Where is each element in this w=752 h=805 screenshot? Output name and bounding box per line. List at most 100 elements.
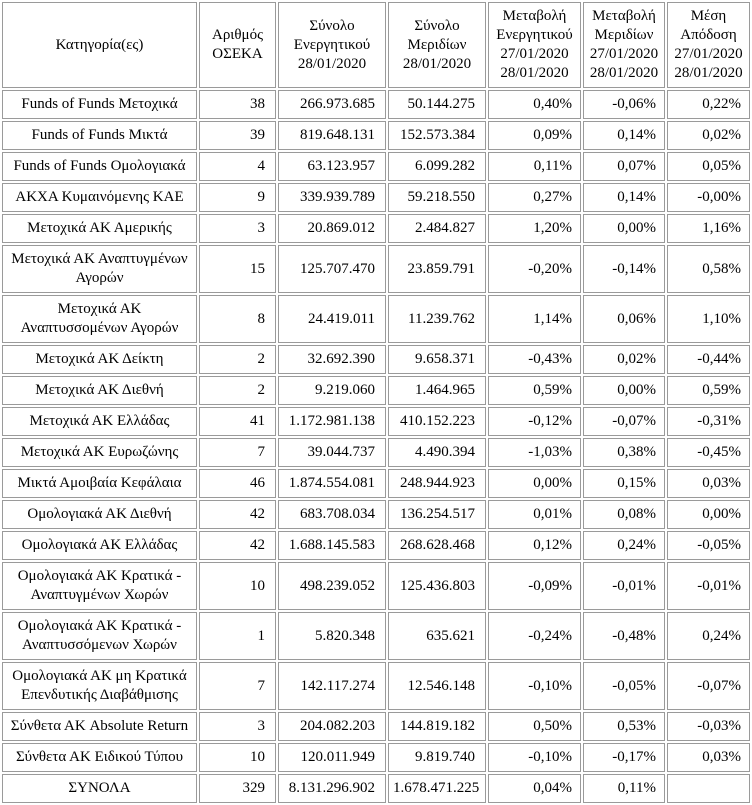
table-row: Μετοχικά ΑΚ Αναπτυσσομένων Αγορών 8 24.4… bbox=[2, 295, 750, 343]
total-shares-cell: 6.099.282 bbox=[388, 152, 486, 181]
assets-change-cell: -0,12% bbox=[488, 407, 581, 436]
total-assets-cell: 683.708.034 bbox=[278, 500, 386, 529]
total-shares-cell: 59.218.550 bbox=[388, 183, 486, 212]
ucits-count-cell: 10 bbox=[199, 743, 276, 772]
category-cell: Μετοχικά ΑΚ Αναπτυσσομένων Αγορών bbox=[2, 295, 197, 343]
assets-change-cell: 0,12% bbox=[488, 531, 581, 560]
total-shares-cell: 9.819.740 bbox=[388, 743, 486, 772]
total-assets-cell: 339.939.789 bbox=[278, 183, 386, 212]
table-row: Ομολογιακά ΑΚ Κρατικά - Αναπτυσσόμενων Χ… bbox=[2, 612, 750, 660]
shares-change-cell: 0,14% bbox=[583, 183, 665, 212]
ucits-count-cell: 2 bbox=[199, 376, 276, 405]
shares-change-cell: 0,00% bbox=[583, 214, 665, 243]
ucits-count-cell: 2 bbox=[199, 345, 276, 374]
assets-change-cell: -0,43% bbox=[488, 345, 581, 374]
assets-change-cell: 0,59% bbox=[488, 376, 581, 405]
col-header-category: Κατηγορία(ες) bbox=[2, 2, 197, 88]
total-shares-cell: 635.621 bbox=[388, 612, 486, 660]
avg-return-cell: -0,44% bbox=[667, 345, 750, 374]
shares-change-cell: 0,15% bbox=[583, 469, 665, 498]
category-cell: Μετοχικά ΑΚ Ελλάδας bbox=[2, 407, 197, 436]
col-header-total-assets: Σύνολο Ενεργητικού 28/01/2020 bbox=[278, 2, 386, 88]
assets-change-cell: 0,09% bbox=[488, 121, 581, 150]
assets-change-cell: 1,14% bbox=[488, 295, 581, 343]
category-cell: Ομολογιακά ΑΚ Διεθνή bbox=[2, 500, 197, 529]
total-assets-cell: 32.692.390 bbox=[278, 345, 386, 374]
total-assets-cell: 1.172.981.138 bbox=[278, 407, 386, 436]
avg-return-cell: 1,10% bbox=[667, 295, 750, 343]
shares-change-cell: -0,05% bbox=[583, 662, 665, 710]
category-cell: Μικτά Αμοιβαία Κεφάλαια bbox=[2, 469, 197, 498]
category-cell: ΑΚΧΑ Κυμαινόμενης ΚΑΕ bbox=[2, 183, 197, 212]
ucits-count-cell: 42 bbox=[199, 531, 276, 560]
shares-change-cell: 0,38% bbox=[583, 438, 665, 467]
ucits-count-cell: 3 bbox=[199, 214, 276, 243]
ucits-count-cell: 15 bbox=[199, 245, 276, 293]
total-assets-cell: 819.648.131 bbox=[278, 121, 386, 150]
table-row: Μικτά Αμοιβαία Κεφάλαια 46 1.874.554.081… bbox=[2, 469, 750, 498]
total-assets-cell: 8.131.296.902 bbox=[278, 774, 386, 803]
total-assets-cell: 498.239.052 bbox=[278, 562, 386, 610]
avg-return-cell: -0,05% bbox=[667, 531, 750, 560]
assets-change-cell: 0,50% bbox=[488, 712, 581, 741]
shares-change-cell: 0,08% bbox=[583, 500, 665, 529]
total-assets-cell: 1.688.145.583 bbox=[278, 531, 386, 560]
total-shares-cell: 9.658.371 bbox=[388, 345, 486, 374]
shares-change-cell: 0,07% bbox=[583, 152, 665, 181]
assets-change-cell: -0,24% bbox=[488, 612, 581, 660]
ucits-count-cell: 38 bbox=[199, 90, 276, 119]
shares-change-cell: 0,14% bbox=[583, 121, 665, 150]
category-cell: Σύνθετα ΑΚ Absolute Return bbox=[2, 712, 197, 741]
ucits-count-cell: 7 bbox=[199, 438, 276, 467]
category-cell: Ομολογιακά ΑΚ Κρατικά - Αναπτυσσόμενων Χ… bbox=[2, 612, 197, 660]
assets-change-cell: 1,20% bbox=[488, 214, 581, 243]
ucits-count-cell: 42 bbox=[199, 500, 276, 529]
col-header-assets-change: Μεταβολή Ενεργητικού 27/01/2020 28/01/20… bbox=[488, 2, 581, 88]
total-assets-cell: 39.044.737 bbox=[278, 438, 386, 467]
avg-return-cell: 0,03% bbox=[667, 743, 750, 772]
table-row: Σύνθετα ΑΚ Ειδικού Τύπου 10 120.011.949 … bbox=[2, 743, 750, 772]
shares-change-cell: -0,14% bbox=[583, 245, 665, 293]
avg-return-cell: 0,02% bbox=[667, 121, 750, 150]
assets-change-cell: 0,01% bbox=[488, 500, 581, 529]
total-assets-cell: 120.011.949 bbox=[278, 743, 386, 772]
category-cell: Σύνθετα ΑΚ Ειδικού Τύπου bbox=[2, 743, 197, 772]
avg-return-cell: -0,00% bbox=[667, 183, 750, 212]
ucits-count-cell: 9 bbox=[199, 183, 276, 212]
total-shares-cell: 136.254.517 bbox=[388, 500, 486, 529]
shares-change-cell: -0,48% bbox=[583, 612, 665, 660]
ucits-count-cell: 4 bbox=[199, 152, 276, 181]
table-row: Funds of Funds Μικτά 39 819.648.131 152.… bbox=[2, 121, 750, 150]
assets-change-cell: 0,27% bbox=[488, 183, 581, 212]
table-row: Μετοχικά ΑΚ Ελλάδας 41 1.172.981.138 410… bbox=[2, 407, 750, 436]
col-header-avg-return: Μέση Απόδοση 27/01/2020 28/01/2020 bbox=[667, 2, 750, 88]
table-row: Μετοχικά ΑΚ Ευρωζώνης 7 39.044.737 4.490… bbox=[2, 438, 750, 467]
avg-return-cell: 0,24% bbox=[667, 612, 750, 660]
avg-return-cell: -0,01% bbox=[667, 562, 750, 610]
ucits-count-cell: 3 bbox=[199, 712, 276, 741]
avg-return-cell: 0,05% bbox=[667, 152, 750, 181]
category-cell: Ομολογιακά ΑΚ Κρατικά - Αναπτυγμένων Χωρ… bbox=[2, 562, 197, 610]
ucits-count-cell: 8 bbox=[199, 295, 276, 343]
total-shares-cell: 1.678.471.225 bbox=[388, 774, 486, 803]
category-cell: Μετοχικά ΑΚ Αμερικής bbox=[2, 214, 197, 243]
col-header-shares-change: Μεταβολή Μεριδίων 27/01/2020 28/01/2020 bbox=[583, 2, 665, 88]
table-body: Funds of Funds Μετοχικά 38 266.973.685 5… bbox=[2, 90, 750, 803]
total-shares-cell: 144.819.182 bbox=[388, 712, 486, 741]
total-assets-cell: 204.082.203 bbox=[278, 712, 386, 741]
category-cell: Funds of Funds Ομολογιακά bbox=[2, 152, 197, 181]
col-header-total-shares: Σύνολο Μεριδίων 28/01/2020 bbox=[388, 2, 486, 88]
total-shares-cell: 1.464.965 bbox=[388, 376, 486, 405]
shares-change-cell: -0,01% bbox=[583, 562, 665, 610]
avg-return-cell bbox=[667, 774, 750, 803]
table-row: Μετοχικά ΑΚ Αμερικής 3 20.869.012 2.484.… bbox=[2, 214, 750, 243]
category-cell: Ομολογιακά ΑΚ μη Κρατικά Επενδυτικής Δια… bbox=[2, 662, 197, 710]
category-cell: Μετοχικά ΑΚ Δείκτη bbox=[2, 345, 197, 374]
category-cell: Funds of Funds Μετοχικά bbox=[2, 90, 197, 119]
table-row: Ομολογιακά ΑΚ μη Κρατικά Επενδυτικής Δια… bbox=[2, 662, 750, 710]
avg-return-cell: -0,45% bbox=[667, 438, 750, 467]
avg-return-cell: -0,07% bbox=[667, 662, 750, 710]
total-assets-cell: 142.117.274 bbox=[278, 662, 386, 710]
ucits-count-cell: 1 bbox=[199, 612, 276, 660]
